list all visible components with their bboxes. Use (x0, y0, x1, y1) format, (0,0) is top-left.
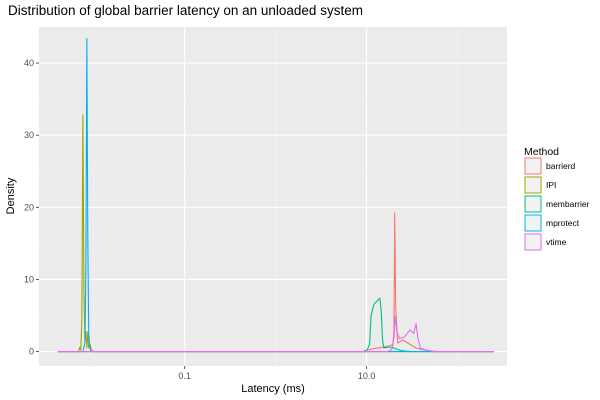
y-tick-label: 40 (24, 58, 34, 68)
legend-label-barrierd: barrierd (546, 161, 576, 171)
y-axis-title: Density (5, 177, 17, 214)
series-line-barrierd (57, 212, 494, 353)
legend-item-membarrier: membarrier (524, 195, 590, 213)
x-axis-title: Latency (ms) (241, 383, 305, 395)
legend-item-ipi: IPI (524, 176, 556, 194)
series-line-mprotect (57, 37, 494, 353)
legend-label-membarrier: membarrier (546, 199, 590, 209)
legend-label-mprotect: mprotect (546, 218, 580, 228)
y-tick-label: 0 (29, 347, 34, 357)
series-lines (57, 37, 494, 353)
y-axis: 0 10 20 30 40 (24, 58, 39, 357)
plot-panel (39, 27, 507, 366)
legend-key-mprotect (524, 214, 542, 232)
legend-key-membarrier (524, 195, 542, 213)
legend-items: barrierd IPI membarrier mprotect vtime (524, 157, 590, 251)
legend-item-vtime: vtime (524, 233, 567, 251)
chart-title: Distribution of global barrier latency o… (8, 3, 363, 18)
series-line-vtime (57, 315, 494, 353)
legend-label-ipi: IPI (546, 180, 556, 190)
series-line-membarrier (57, 297, 494, 353)
legend-label-vtime: vtime (546, 237, 567, 247)
y-tick-label: 10 (24, 274, 34, 284)
legend-key-ipi (524, 176, 542, 194)
x-tick-label: 10.0 (358, 371, 376, 381)
legend-key-barrierd (524, 157, 542, 175)
legend-title: Method (524, 146, 559, 158)
legend-key-vtime (524, 233, 542, 251)
legend: Method barrierd IPI membarrier mprotect vtim… (524, 146, 590, 251)
x-axis: 0.1 10.0 (178, 366, 375, 381)
x-tick-label: 0.1 (178, 371, 191, 381)
legend-item-barrierd: barrierd (524, 157, 576, 175)
y-tick-label: 30 (24, 130, 34, 140)
y-tick-label: 20 (24, 202, 34, 212)
legend-item-mprotect: mprotect (524, 214, 580, 232)
